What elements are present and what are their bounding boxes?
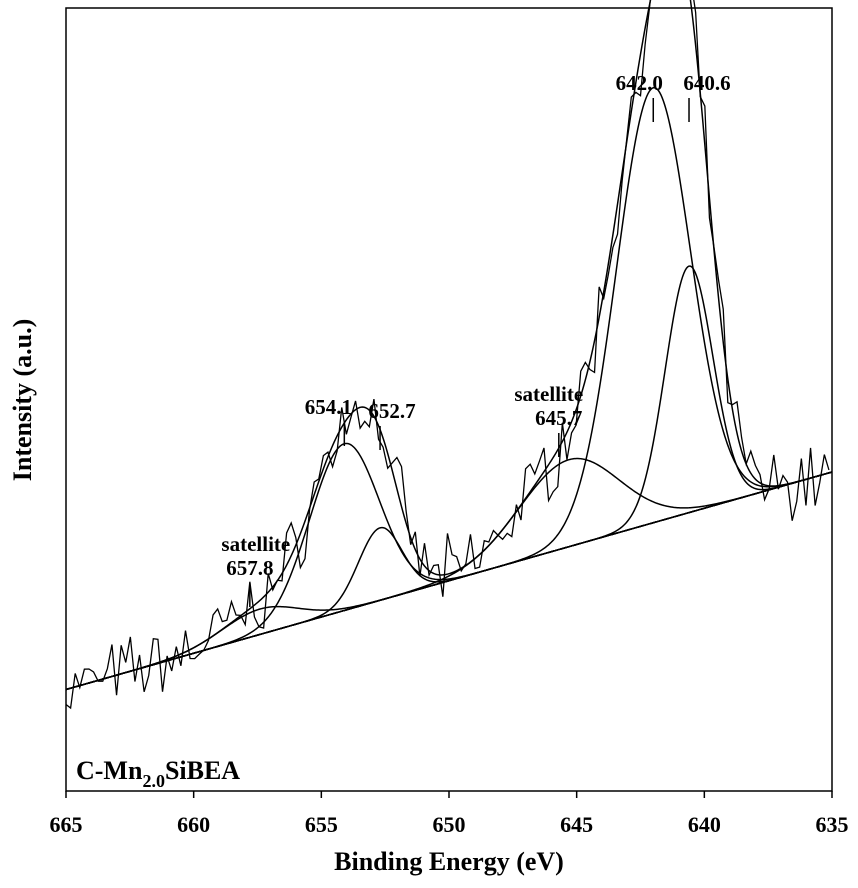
annotation-label-p6578: satellite [221, 532, 290, 556]
component-peak-654.1 [65, 442, 833, 691]
sample-label-tail: SiBEA [165, 756, 240, 785]
experimental-data-line [65, 0, 830, 710]
x-tick-label-650: 650 [433, 812, 466, 837]
x-axis-title: Binding Energy (eV) [334, 847, 564, 876]
sample-label-main: C-Mn [76, 756, 143, 785]
annotation-value-p6457: 645.7 [535, 406, 582, 430]
x-tick-label-645: 645 [560, 812, 593, 837]
annotation-value-p6406: 640.6 [683, 71, 730, 95]
plot-frame [65, 7, 833, 792]
y-axis-title: Intensity (a.u.) [8, 319, 37, 482]
component-peak-640.6 [65, 265, 833, 691]
sample-label: C-Mn2.0SiBEA [76, 756, 240, 791]
annotation-value-p6578: 657.8 [226, 556, 273, 580]
x-tick-label-640: 640 [688, 812, 721, 837]
component-peak-642 [65, 86, 833, 691]
x-axis-ticks: 665 660 655 650 645 640 635 [50, 791, 849, 837]
envelope-fit-line [65, 0, 833, 691]
annotation-label-p6457: satellite [514, 382, 583, 406]
x-tick-label-635: 635 [816, 812, 849, 837]
x-tick-label-660: 660 [177, 812, 210, 837]
annotation-value-p6420: 642.0 [616, 71, 663, 95]
sample-label-sub: 2.0 [142, 771, 165, 791]
x-tick-label-665: 665 [50, 812, 83, 837]
x-tick-label-655: 655 [305, 812, 338, 837]
annotation-value-p6527: 652.7 [368, 399, 415, 423]
annotation-value-p6541: 654.1 [305, 395, 352, 419]
component-peak-645.3 [65, 457, 833, 691]
curves-group [65, 0, 833, 710]
